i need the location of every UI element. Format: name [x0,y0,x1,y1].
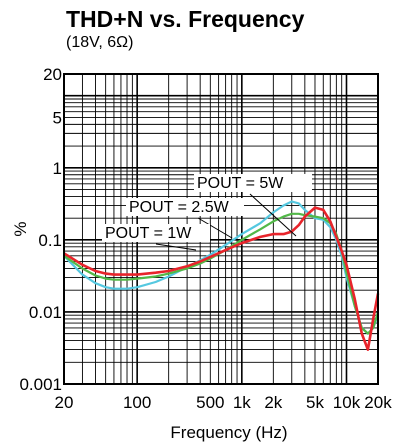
x-tick-label: 20k [364,393,392,412]
x-tick-label: 100 [123,393,151,412]
chart-series [63,200,380,351]
series-line-2 [63,212,380,335]
y-tick-label: 0.1 [38,231,62,250]
y-tick-label: 0.01 [29,303,62,322]
x-axis-label: Frequency (Hz) [170,423,287,442]
x-tick-label: 10k [333,393,361,412]
x-tick-label: 20 [55,393,74,412]
y-tick-label: 1 [53,159,62,178]
annotation-leader [197,217,233,239]
y-axis-label: % [11,221,30,236]
chart-title: THD+N vs. Frequency [66,6,305,32]
y-tick-labels: 20 5 1 0.1 0.01 0.001 [19,65,62,394]
annotation-leader [249,193,297,237]
x-tick-label: 2k [264,393,282,412]
annotation-leader [155,243,197,251]
series-line-1 [63,200,380,335]
annotation-label: POUT = 1W [105,225,192,242]
y-tick-label: 5 [53,108,62,127]
x-tick-label: 1k [233,393,251,412]
annotation-label: POUT = 5W [197,175,284,192]
y-tick-label: 20 [43,65,62,84]
annotation-bg [126,198,244,216]
series-line-3 [63,206,380,351]
x-tick-labels: 20 100 500 1k 2k 5k 10k 20k [55,393,393,412]
annotation-bg [102,224,210,242]
plot-frame [63,73,379,385]
chart-annotations: POUT = 5W POUT = 2.5W POUT = 1W [102,174,312,251]
x-tick-label: 5k [306,393,324,412]
x-tick-label: 500 [196,393,224,412]
chart-subtitle: (18V, 6Ω) [66,34,134,51]
annotation-label: POUT = 2.5W [129,199,230,216]
annotation-bg [194,174,312,192]
y-tick-label: 0.001 [19,375,62,394]
